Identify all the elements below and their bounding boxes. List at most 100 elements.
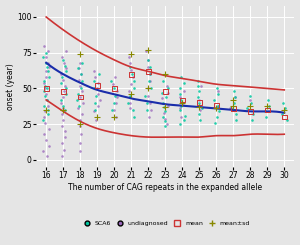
Point: [47, 65, 52, 69]
Point: [251, 112, 256, 116]
Point: [248, 104, 253, 108]
Point: [62, 108, 67, 112]
Point: [282, 107, 287, 110]
Point: [196, 89, 201, 93]
Point: [41, 81, 46, 85]
Point: [146, 69, 151, 73]
Point: [197, 101, 202, 105]
Point: [280, 101, 285, 105]
Point: [215, 104, 220, 108]
Point: [63, 129, 68, 133]
Point: [265, 108, 270, 112]
Point: [248, 101, 253, 105]
Point: [42, 84, 47, 87]
Point: [60, 124, 65, 128]
Point: [41, 149, 46, 153]
Point: [64, 69, 68, 73]
Point: [77, 66, 82, 70]
Point: [44, 51, 48, 55]
Point: [112, 115, 117, 119]
Point: [42, 86, 47, 90]
Point: [78, 86, 83, 90]
Point: [76, 66, 81, 70]
Point: [44, 92, 49, 96]
Point: [128, 65, 133, 69]
Point: [115, 89, 119, 93]
Point: [128, 101, 133, 105]
Point: [79, 132, 83, 136]
Point: [178, 86, 182, 90]
Point: [59, 55, 64, 59]
Point: [181, 81, 186, 85]
Point: [92, 86, 97, 90]
Point: [148, 86, 153, 90]
Point: [46, 104, 50, 108]
Point: [44, 61, 49, 65]
Point: [232, 101, 237, 105]
Point: [44, 86, 49, 90]
Point: [148, 108, 153, 112]
Point: [115, 95, 119, 99]
Point: [229, 107, 233, 110]
Point: [160, 97, 165, 100]
Point: [179, 104, 184, 108]
Point: [59, 154, 64, 158]
Point: [164, 95, 169, 99]
Point: [165, 84, 170, 87]
Point: [127, 94, 132, 98]
Point: [44, 75, 49, 79]
Point: [76, 107, 81, 110]
Point: [111, 101, 116, 105]
Point: [197, 105, 202, 109]
Point: [63, 86, 68, 90]
Point: [78, 52, 82, 56]
Point: [41, 55, 46, 59]
Point: [129, 82, 134, 86]
Point: [46, 49, 50, 53]
Point: [266, 98, 271, 102]
Point: [228, 107, 232, 110]
Point: [216, 104, 220, 108]
Point: [44, 65, 49, 69]
Point: [42, 89, 46, 93]
Point: [217, 109, 221, 113]
Point: [146, 58, 150, 62]
Point: [42, 104, 46, 108]
Point: [163, 119, 168, 123]
Point: [179, 98, 184, 102]
Point: [44, 98, 49, 102]
Point: [165, 86, 170, 90]
Point: [214, 104, 219, 108]
Point: [61, 58, 66, 62]
Point: [77, 61, 82, 65]
Point: [96, 92, 101, 96]
Point: [129, 52, 134, 56]
Point: [163, 72, 168, 76]
Point: [163, 124, 168, 128]
Point: [200, 107, 204, 110]
Point: [41, 44, 46, 48]
Point: [44, 55, 48, 59]
Point: [181, 101, 186, 105]
Point: [79, 112, 84, 116]
Point: [42, 132, 47, 136]
Point: [77, 95, 82, 99]
Y-axis label: onset (year): onset (year): [6, 63, 15, 110]
Point: [143, 94, 148, 98]
Point: [109, 79, 114, 83]
Point: [180, 98, 184, 102]
Point: [248, 94, 252, 98]
Point: [94, 118, 98, 122]
Point: [92, 101, 97, 105]
Point: [214, 86, 219, 90]
Point: [148, 79, 152, 83]
Point: [263, 109, 268, 113]
Point: [214, 115, 219, 119]
Point: [59, 101, 64, 105]
Point: [61, 107, 65, 110]
Point: [128, 95, 133, 99]
Point: [79, 72, 84, 76]
Point: [163, 89, 168, 93]
Point: [146, 94, 150, 98]
Point: [94, 94, 99, 98]
